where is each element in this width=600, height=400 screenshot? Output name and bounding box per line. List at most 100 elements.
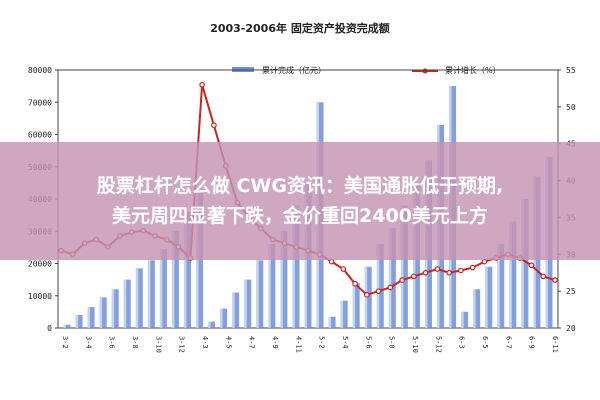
x-tick-label: 5-4 bbox=[341, 336, 349, 349]
x-tick-label: 6-5 bbox=[481, 336, 489, 349]
growth-point bbox=[411, 273, 417, 280]
bar-highlight bbox=[280, 231, 283, 328]
bar-highlight bbox=[461, 311, 464, 328]
growth-point bbox=[422, 269, 429, 276]
growth-point bbox=[434, 266, 441, 272]
bar-highlight bbox=[75, 315, 79, 328]
growth-point bbox=[199, 81, 205, 88]
x-tick-label: 4-7 bbox=[248, 336, 256, 349]
bar bbox=[99, 297, 107, 328]
bar-highlight bbox=[147, 260, 151, 328]
growth-point bbox=[340, 266, 347, 272]
bar bbox=[196, 192, 204, 328]
x-tick-label: 6-7 bbox=[504, 336, 512, 349]
y-left-tick-label: 20000 bbox=[28, 260, 52, 269]
x-tick-label: 3-12 bbox=[178, 336, 186, 353]
bar-highlight bbox=[171, 231, 175, 328]
bar bbox=[220, 308, 228, 328]
bar bbox=[388, 228, 396, 328]
x-tick-label: 3-4 bbox=[84, 336, 92, 349]
y-left-tick-label: 80000 bbox=[28, 66, 52, 75]
y-left-tick-label: 60000 bbox=[28, 131, 52, 140]
y-left-tick-label: 10000 bbox=[28, 292, 52, 301]
bar bbox=[87, 307, 95, 328]
bar-highlight bbox=[87, 307, 91, 328]
chart-title: 2003-2006年 固定资产投资完成额 bbox=[210, 21, 390, 35]
bar-highlight bbox=[497, 244, 500, 328]
bar bbox=[400, 205, 408, 328]
bar-highlight bbox=[184, 211, 187, 328]
y-right-tick-label: 50 bbox=[566, 103, 576, 112]
bar bbox=[184, 211, 192, 328]
bar bbox=[461, 311, 469, 328]
bar-highlight bbox=[340, 300, 344, 328]
x-tick-label: 6-11 bbox=[551, 336, 559, 353]
x-tick-label: 5-8 bbox=[388, 336, 396, 349]
bar-highlight bbox=[99, 297, 103, 328]
bar bbox=[159, 248, 167, 328]
bar bbox=[328, 316, 336, 328]
bar-highlight bbox=[196, 192, 199, 328]
growth-point bbox=[364, 292, 370, 298]
growth-point bbox=[528, 262, 535, 269]
bar bbox=[208, 321, 216, 328]
bar bbox=[111, 289, 119, 328]
growth-point bbox=[552, 277, 558, 283]
x-tick-label: 5-6 bbox=[364, 336, 372, 349]
bar-highlight bbox=[159, 248, 163, 328]
bar-highlight bbox=[111, 289, 115, 328]
bar-highlight bbox=[485, 266, 488, 328]
growth-point bbox=[352, 280, 358, 287]
bar bbox=[232, 292, 240, 328]
bar bbox=[280, 231, 288, 328]
bar bbox=[509, 221, 517, 328]
x-tick-label: 6-3 bbox=[458, 336, 466, 349]
bar bbox=[75, 315, 83, 328]
legend-line-marker bbox=[422, 68, 428, 74]
bar bbox=[497, 244, 505, 328]
bar-highlight bbox=[135, 268, 139, 328]
growth-point bbox=[375, 288, 382, 294]
bar bbox=[521, 199, 529, 328]
bar-highlight bbox=[352, 282, 356, 328]
x-tick-label: 5-2 bbox=[318, 336, 326, 349]
x-tick-label: 6-9 bbox=[528, 336, 536, 349]
y-right-tick-label: 20 bbox=[566, 324, 576, 333]
bar-highlight bbox=[268, 244, 271, 328]
bar bbox=[63, 324, 71, 328]
x-tick-label: 3-2 bbox=[61, 336, 69, 349]
growth-point bbox=[540, 273, 547, 280]
bar-highlight bbox=[376, 244, 380, 328]
bar bbox=[352, 282, 360, 328]
caption-band bbox=[0, 142, 600, 260]
bar-highlight bbox=[123, 279, 127, 328]
growth-point bbox=[211, 122, 217, 129]
y-left-tick-label: 0 bbox=[47, 324, 52, 333]
bar-highlight bbox=[256, 260, 259, 328]
growth-point bbox=[469, 264, 476, 271]
bar bbox=[376, 244, 384, 328]
caption-line-1: 股票杠杆怎么做 CWG资讯：美国通胀低于预期, bbox=[96, 175, 504, 197]
growth-point bbox=[328, 258, 335, 265]
x-tick-label: 5-10 bbox=[411, 336, 419, 353]
y-right-tick-label: 25 bbox=[566, 287, 576, 296]
x-tick-label: 4-5 bbox=[224, 336, 232, 349]
caption-line-2: 美元周四显著下跌，金价重回2400美元上方 bbox=[112, 205, 488, 227]
bar-highlight bbox=[328, 316, 332, 328]
bar-highlight bbox=[509, 221, 512, 328]
bar bbox=[244, 279, 252, 328]
x-tick-label: 4-11 bbox=[294, 336, 302, 353]
bar bbox=[485, 266, 493, 328]
bar-highlight bbox=[63, 324, 66, 328]
x-tick-label: 3-8 bbox=[131, 336, 139, 349]
x-tick-label: 5-12 bbox=[434, 336, 442, 353]
bar-highlight bbox=[388, 228, 392, 328]
bar-highlight bbox=[521, 199, 524, 328]
caption-text[interactable]: 股票杠杆怎么做 CWG资讯：美国通胀低于预期, 美元周四显著下跌，金价重回240… bbox=[0, 142, 600, 260]
growth-point bbox=[481, 258, 488, 265]
x-tick-label: 4-3 bbox=[201, 336, 209, 349]
y-left-tick-label: 70000 bbox=[28, 98, 52, 107]
bar bbox=[171, 231, 179, 328]
growth-point bbox=[446, 269, 452, 276]
x-tick-label: 3-6 bbox=[108, 336, 116, 349]
